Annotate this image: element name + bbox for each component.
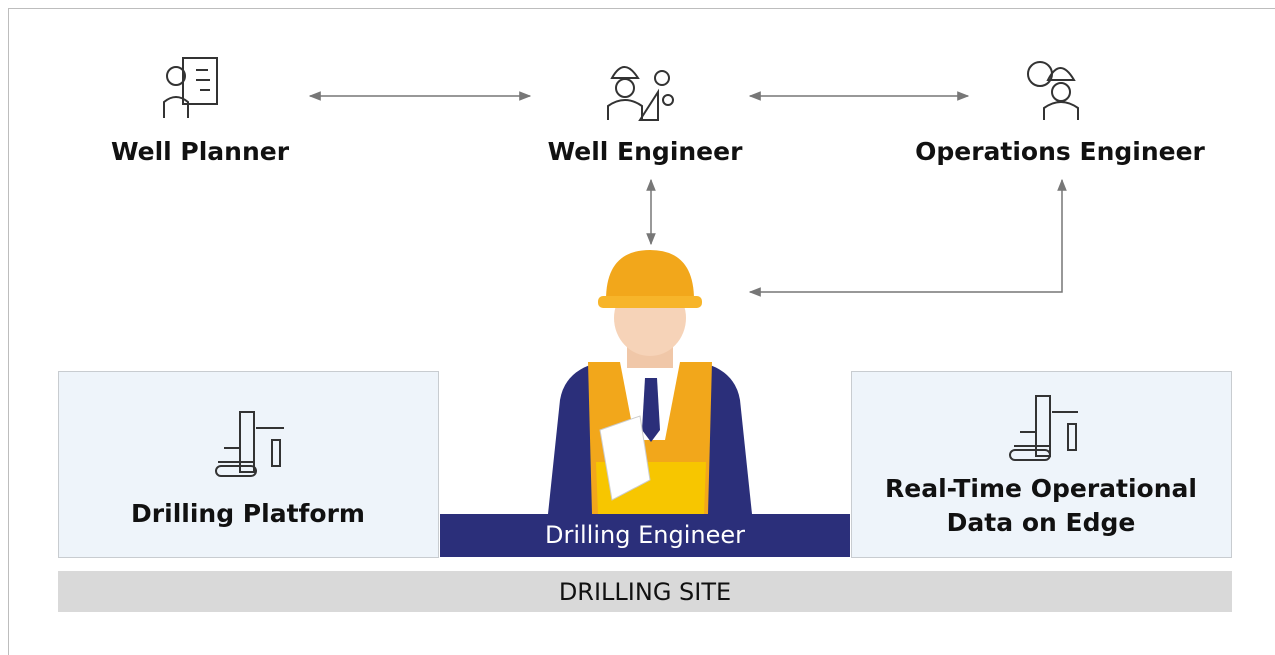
icon-planner: [164, 58, 217, 118]
worker-illustration: [548, 250, 752, 514]
diagram: Well Planner Well Engineer Operations En…: [0, 0, 1275, 655]
site-label: DRILLING SITE: [58, 575, 1232, 609]
arrow: [750, 180, 1062, 292]
box-label: Drilling Platform: [58, 497, 438, 531]
arrows: [310, 96, 1062, 292]
role-label: Well Planner: [80, 135, 320, 169]
role-label: Operations Engineer: [890, 135, 1230, 169]
diagram-graphics: [0, 0, 1275, 655]
icon-well-engineer: [608, 67, 673, 120]
icon-operations: [1028, 62, 1078, 120]
role-label: Well Engineer: [515, 135, 775, 169]
center-label: Drilling Engineer: [440, 518, 850, 552]
box-label: Real-Time Operational Data on Edge: [871, 472, 1211, 540]
